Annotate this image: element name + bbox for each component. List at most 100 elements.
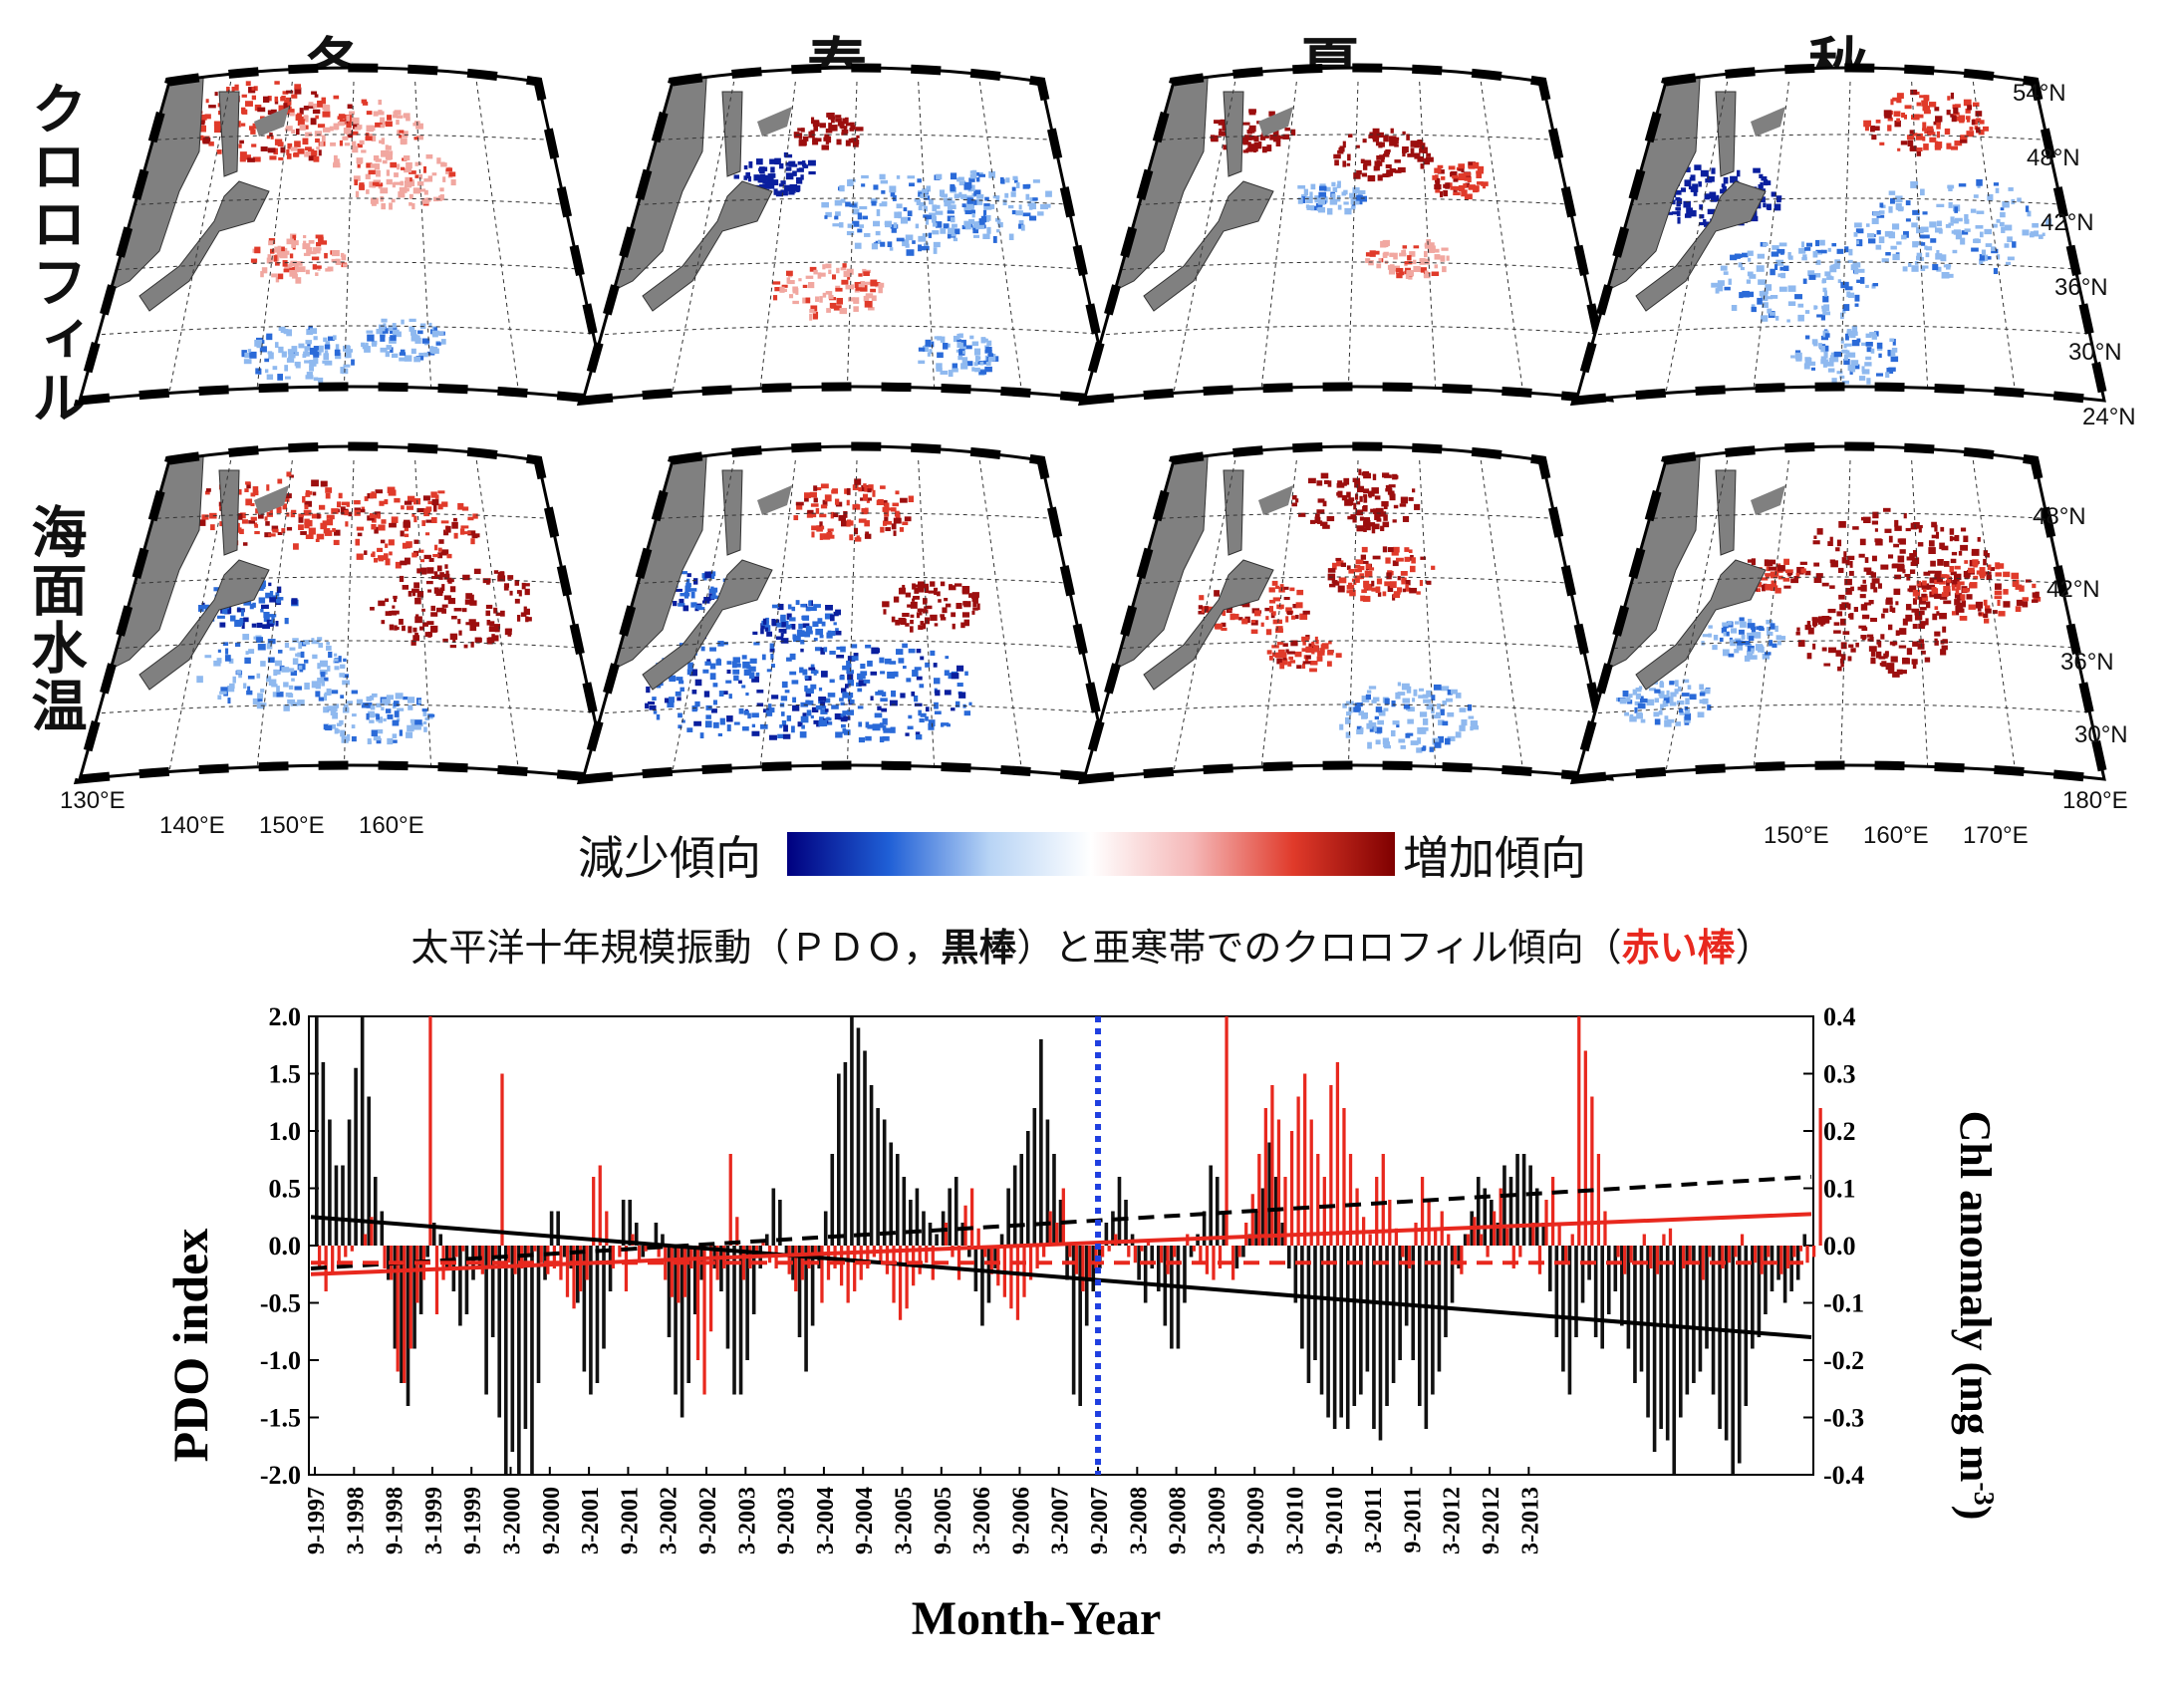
pdo-bar <box>980 1246 984 1326</box>
row-label-sst: 海面水温 <box>22 503 87 734</box>
chl-bar <box>1668 1228 1673 1246</box>
pdo-bar <box>1071 1246 1076 1395</box>
pdo-bar <box>1541 1223 1546 1246</box>
chl-bar <box>1355 1188 1359 1246</box>
y-left-tick: -0.5 <box>260 1289 301 1318</box>
pdo-bar <box>1731 1246 1735 1475</box>
chl-bar <box>1603 1211 1607 1246</box>
y-right-tick: 0.3 <box>1823 1060 1856 1089</box>
pdo-bar <box>367 1096 372 1246</box>
pdo-bar <box>1698 1246 1703 1372</box>
chl-bar <box>800 1246 804 1280</box>
chl-bar <box>925 1246 929 1263</box>
chl-bar <box>1434 1228 1438 1246</box>
chl-bar <box>383 1246 387 1268</box>
pdo-bar <box>1006 1188 1010 1246</box>
pdo-bar <box>1606 1246 1611 1314</box>
lat-tick-chl: 30°N <box>2068 339 2122 366</box>
pdo-bar <box>738 1246 743 1395</box>
chl-bar <box>1270 1085 1274 1246</box>
pdo-bar <box>1247 1234 1252 1246</box>
chl-bar <box>1767 1246 1771 1258</box>
x-tick-label: 3-2005 <box>892 1487 918 1554</box>
pdo-bar <box>1045 1119 1050 1246</box>
pdo-bar <box>347 1119 352 1246</box>
chl-bar <box>1283 1177 1287 1246</box>
pdo-bar <box>602 1246 606 1349</box>
chl-bar <box>1133 1246 1137 1263</box>
lon-tick-left: 140°E <box>159 812 225 839</box>
pdo-bar <box>1222 1211 1227 1246</box>
pdo-bar <box>1025 1131 1030 1246</box>
chl-bar <box>1708 1246 1712 1258</box>
x-tick-label: 9-2005 <box>931 1487 956 1554</box>
pdo-bar <box>1286 1246 1291 1268</box>
chl-bar <box>892 1246 896 1303</box>
pdo-bar <box>1365 1246 1370 1372</box>
pdo-bar <box>1665 1246 1670 1441</box>
pdo-bar <box>1593 1246 1598 1337</box>
pdo-bar <box>764 1234 769 1246</box>
pdo-bar <box>1757 1246 1762 1337</box>
pdo-bar <box>1692 1246 1696 1383</box>
pdo-bar <box>1234 1246 1239 1268</box>
pdo-bar <box>1012 1165 1017 1246</box>
pdo-bar <box>1313 1246 1317 1360</box>
pdo-bar <box>1463 1234 1468 1246</box>
chl-bar <box>1309 1119 1313 1246</box>
x-tick-label: 3-2001 <box>578 1487 604 1554</box>
chl-bar <box>1622 1246 1627 1274</box>
pdo-bar <box>1385 1246 1389 1406</box>
caption-black-bars: 黒棒 <box>941 926 1017 970</box>
pdo-bar <box>986 1246 991 1303</box>
chl-bar <box>1289 1131 1294 1246</box>
pdo-bar <box>1084 1246 1089 1326</box>
pdo-bar <box>1183 1246 1187 1303</box>
pdo-bar <box>1431 1246 1435 1395</box>
seasonal-trend-maps <box>73 63 2110 785</box>
chl-bar <box>682 1246 687 1297</box>
chl-bar <box>1792 1246 1796 1258</box>
lon-tick-left: 150°E <box>259 812 325 839</box>
chl-bar <box>1564 1246 1568 1263</box>
caption-part1: 太平洋十年規模振動（ＰＤＯ， <box>410 926 942 970</box>
chl-bar <box>1407 1246 1412 1268</box>
chl-bar <box>337 1246 341 1263</box>
pdo-bar <box>641 1246 646 1258</box>
chl-bar <box>1166 1246 1170 1274</box>
pdo-bar <box>1547 1246 1552 1291</box>
chl-bar <box>644 1246 648 1252</box>
chl-bar <box>1570 1234 1574 1246</box>
chl-bar <box>350 1246 354 1252</box>
chl-bar <box>898 1246 903 1320</box>
pdo-bar <box>869 1085 874 1246</box>
chl-bar <box>539 1246 543 1263</box>
chl-bar <box>1192 1246 1196 1252</box>
chl-bar <box>1329 1085 1333 1246</box>
x-tick-label: 3-1998 <box>343 1487 369 1554</box>
chl-bar <box>1531 1223 1535 1246</box>
pdo-bar <box>517 1246 521 1475</box>
chl-bar <box>434 1246 439 1314</box>
colorbar <box>787 832 1395 876</box>
x-tick-label: 9-1998 <box>383 1487 409 1554</box>
chl-bar <box>1061 1188 1065 1246</box>
chl-bar <box>1486 1246 1490 1258</box>
pdo-bar <box>1574 1246 1578 1337</box>
lat-tick-sst: 36°N <box>2060 649 2114 676</box>
pdo-bar <box>1156 1246 1161 1291</box>
chl-bar <box>363 1234 368 1246</box>
chl-bar <box>1596 1154 1601 1246</box>
chl-bar <box>592 1177 596 1246</box>
chl-bar <box>826 1246 831 1280</box>
chl-bar <box>677 1246 681 1303</box>
lon-tick-left: 130°E <box>60 787 126 814</box>
pdo-bar <box>1293 1246 1298 1303</box>
pdo-bar <box>1457 1246 1461 1268</box>
chl-bar <box>702 1246 706 1395</box>
pdo-bar <box>1528 1165 1532 1246</box>
lon-tick-right: 150°E <box>1764 822 1829 849</box>
chl-bar <box>813 1246 818 1258</box>
pdo-bar <box>1332 1246 1337 1429</box>
chl-bar <box>1212 1246 1216 1280</box>
